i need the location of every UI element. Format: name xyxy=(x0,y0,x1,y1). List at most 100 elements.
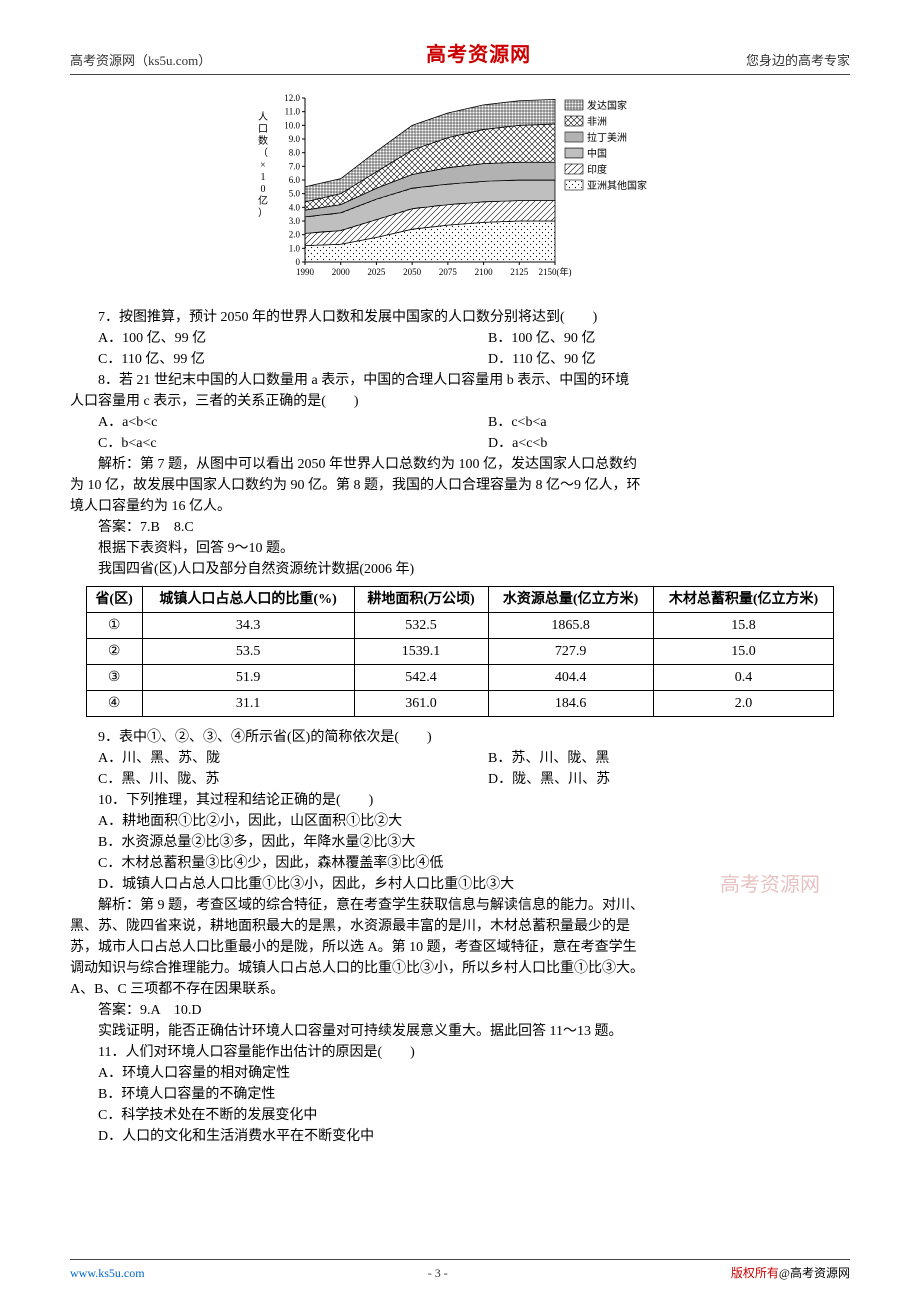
table-cell: 2.0 xyxy=(653,691,834,717)
svg-text:2025: 2025 xyxy=(367,267,386,277)
q10-opt-a: A．耕地面积①比②小，因此，山区面积①比②大 xyxy=(70,811,850,832)
table-col-0: 省(区) xyxy=(86,587,142,613)
pre910-l2: 我国四省(区)人口及部分自然资源统计数据(2006 年) xyxy=(70,559,850,580)
q8-opt-d: D．a<c<b xyxy=(460,433,850,454)
table-col-3: 水资源总量(亿立方米) xyxy=(488,587,653,613)
q8-stem-l2: 人口容量用 c 表示，三者的关系正确的是( ) xyxy=(70,391,850,412)
q9-opt-a: A．川、黑、苏、陇 xyxy=(70,748,460,769)
expl78-ans: 答案：7.B 8.C xyxy=(70,517,850,538)
q7-stem: 7．按图推算，预计 2050 年的世界人口数和发展中国家的人口数分别将达到( ) xyxy=(70,307,850,328)
svg-text:4.0: 4.0 xyxy=(289,202,301,212)
svg-text:12.0: 12.0 xyxy=(284,93,300,103)
q8-opt-b: B．c<b<a xyxy=(460,412,850,433)
table-cell: 31.1 xyxy=(142,691,354,717)
population-chart: 01.02.03.04.05.06.07.08.09.010.011.012.0… xyxy=(70,90,850,297)
footer-copyright: 版权所有@高考资源网 xyxy=(731,1264,850,1282)
svg-text:5.0: 5.0 xyxy=(289,189,301,199)
header-center-logo: 高考资源网 xyxy=(426,40,531,70)
footer-page-number: - 3 - xyxy=(428,1264,448,1282)
table-cell: ① xyxy=(86,613,142,639)
page-footer: www.ks5u.com - 3 - 版权所有@高考资源网 xyxy=(70,1259,850,1282)
expl910-l2: 黑、苏、陇四省来说，耕地面积最大的是黑，水资源最丰富的是川，木材总蓄积量最少的是 xyxy=(70,916,850,937)
stacked-area-chart-svg: 01.02.03.04.05.06.07.08.09.010.011.012.0… xyxy=(250,90,670,290)
q9-opt-d: D．陇、黑、川、苏 xyxy=(460,769,850,790)
svg-text:1: 1 xyxy=(261,172,266,183)
table-cell: 53.5 xyxy=(142,639,354,665)
svg-text:非洲: 非洲 xyxy=(587,116,607,128)
header-left: 高考资源网（ks5u.com） xyxy=(70,51,211,71)
table-header-row: 省(区) 城镇人口占总人口的比重(%) 耕地面积(万公顷) 水资源总量(亿立方米… xyxy=(86,587,834,613)
svg-text:发达国家: 发达国家 xyxy=(587,99,627,112)
pre910-l1: 根据下表资料，回答 9～10 题。 xyxy=(70,538,850,559)
table-cell: 15.8 xyxy=(653,613,834,639)
expl910-l1: 解析：第 9 题，考查区域的综合特征，意在考查学生获取信息与解读信息的能力。对川… xyxy=(70,895,850,916)
svg-text:8.0: 8.0 xyxy=(289,148,301,158)
q7-options-row2: C．110 亿、99 亿 D．110 亿、90 亿 xyxy=(70,349,850,370)
table-cell: 15.0 xyxy=(653,639,834,665)
page-header: 高考资源网（ks5u.com） 高考资源网 您身边的高考专家 xyxy=(70,40,850,75)
svg-text:印度: 印度 xyxy=(587,163,607,176)
svg-text:（: （ xyxy=(258,147,268,159)
q11-opt-b: B．环境人口容量的不确定性 xyxy=(70,1084,850,1105)
svg-text:2100: 2100 xyxy=(475,267,494,277)
svg-text:亚洲其他国家: 亚洲其他国家 xyxy=(587,179,647,192)
q11-opt-a: A．环境人口容量的相对确定性 xyxy=(70,1063,850,1084)
table-cell: 404.4 xyxy=(488,665,653,691)
svg-text:中国: 中国 xyxy=(587,147,607,160)
q8-stem-l1: 8．若 21 世纪末中国的人口数量用 a 表示，中国的合理人口容量用 b 表示、… xyxy=(70,370,850,391)
svg-text:2050: 2050 xyxy=(403,267,422,277)
q11-stem: 11．人们对环境人口容量能作出估计的原因是( ) xyxy=(70,1042,850,1063)
expl910-l5: A、B、C 三项都不存在因果联系。 xyxy=(70,979,850,1000)
svg-text:口: 口 xyxy=(258,124,268,135)
table-cell: 0.4 xyxy=(653,665,834,691)
svg-text:×: × xyxy=(260,160,266,171)
q7-opt-b: B．100 亿、90 亿 xyxy=(460,328,850,349)
table-col-1: 城镇人口占总人口的比重(%) xyxy=(142,587,354,613)
q9-stem: 9．表中①、②、③、④所示省(区)的简称依次是( ) xyxy=(70,727,850,748)
q8-opt-a: A．a<b<c xyxy=(70,412,460,433)
expl78-l2: 为 10 亿，故发展中国家人口数约为 90 亿。第 8 题，我国的人口合理容量为… xyxy=(70,475,850,496)
svg-text:10.0: 10.0 xyxy=(284,120,300,130)
table-row: ③51.9542.4404.40.4 xyxy=(86,665,834,691)
table-cell: 51.9 xyxy=(142,665,354,691)
svg-text:3.0: 3.0 xyxy=(289,216,301,226)
header-right: 您身边的高考专家 xyxy=(746,51,850,71)
svg-text:2125: 2125 xyxy=(510,267,529,277)
svg-text:1.0: 1.0 xyxy=(289,243,301,253)
table-col-2: 耕地面积(万公顷) xyxy=(354,587,488,613)
table-cell: 1865.8 xyxy=(488,613,653,639)
svg-text:11.0: 11.0 xyxy=(285,107,301,117)
pre11: 实践证明，能否正确估计环境人口容量对可持续发展意义重大。据此回答 11～13 题… xyxy=(70,1021,850,1042)
expl910-l3: 苏，城市人口占总人口比重最小的是陇，所以选 A。第 10 题，考查区域特征，意在… xyxy=(70,937,850,958)
table-cell: 532.5 xyxy=(354,613,488,639)
table-row: ④31.1361.0184.62.0 xyxy=(86,691,834,717)
svg-text:数: 数 xyxy=(258,134,268,147)
table-cell: 542.4 xyxy=(354,665,488,691)
q9-opt-c: C．黑、川、陇、苏 xyxy=(70,769,460,790)
svg-text:2000: 2000 xyxy=(332,267,351,277)
footer-right-red: 版权所有 xyxy=(731,1266,779,1280)
expl78-l1: 解析：第 7 题，从图中可以看出 2050 年世界人口总数约为 100 亿，发达… xyxy=(70,454,850,475)
table-row: ①34.3532.51865.815.8 xyxy=(86,613,834,639)
table-cell: 34.3 xyxy=(142,613,354,639)
svg-text:）: ） xyxy=(258,207,268,219)
table-cell: ④ xyxy=(86,691,142,717)
q10-opt-d: D．城镇人口占总人口比重①比③小，因此，乡村人口比重①比③大 xyxy=(70,874,850,895)
q10-opt-c: C．木材总蓄积量③比④少，因此，森林覆盖率③比④低 xyxy=(70,853,850,874)
expl78-l3: 境人口容量约为 16 亿人。 xyxy=(70,496,850,517)
province-resource-table: 省(区) 城镇人口占总人口的比重(%) 耕地面积(万公顷) 水资源总量(亿立方米… xyxy=(86,586,835,717)
q7-options-row1: A．100 亿、99 亿 B．100 亿、90 亿 xyxy=(70,328,850,349)
table-row: ②53.51539.1727.915.0 xyxy=(86,639,834,665)
q9-options-row2: C．黑、川、陇、苏 D．陇、黑、川、苏 xyxy=(70,769,850,790)
table-cell: 361.0 xyxy=(354,691,488,717)
q10-stem: 10．下列推理，其过程和结论正确的是( ) xyxy=(70,790,850,811)
footer-url: www.ks5u.com xyxy=(70,1264,145,1282)
footer-right-black: @高考资源网 xyxy=(779,1266,850,1280)
table-cell: ③ xyxy=(86,665,142,691)
svg-text:2075: 2075 xyxy=(439,267,458,277)
table-cell: 1539.1 xyxy=(354,639,488,665)
document-body: 7．按图推算，预计 2050 年的世界人口数和发展中国家的人口数分别将达到( )… xyxy=(70,307,850,1147)
q7-opt-d: D．110 亿、90 亿 xyxy=(460,349,850,370)
q11-opt-d: D．人口的文化和生活消费水平在不断变化中 xyxy=(70,1126,850,1147)
expl910-ans: 答案：9.A 10.D xyxy=(70,1000,850,1021)
